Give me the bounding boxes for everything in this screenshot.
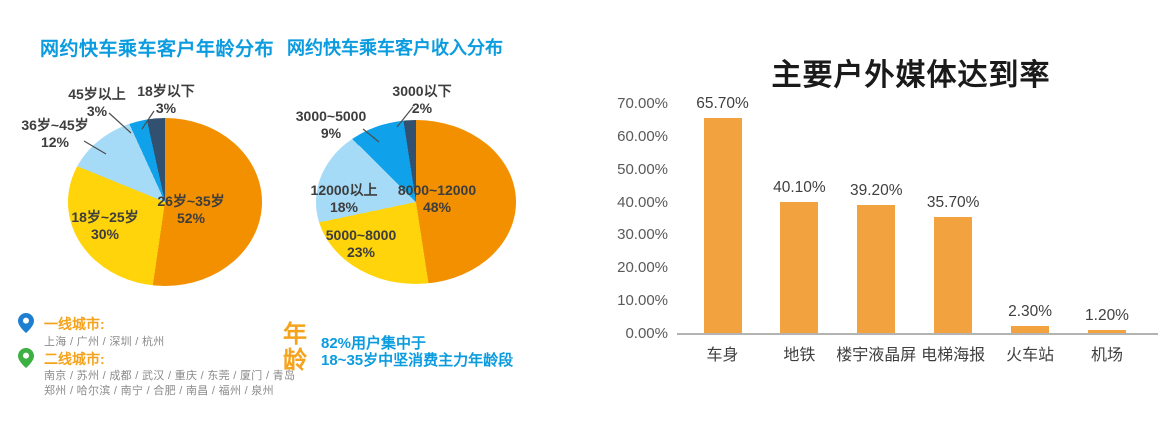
bar-1 [703, 118, 742, 334]
y-axis-tick-label: 60.00% [617, 127, 668, 145]
age-slice-45plus-pct: 3% [86, 103, 108, 119]
note-line2: 18~35岁中坚消费主力年龄段 [321, 352, 514, 369]
age-slice-under18-pct: 3% [155, 100, 177, 116]
age-slice-18-25-pct: 30% [90, 226, 120, 242]
age-slice-26-35-text: 26岁~35岁 [157, 193, 225, 209]
tier2-cities-label: 二线城市: [44, 351, 105, 367]
age-slice-18-25-text: 18岁~25岁 [71, 209, 139, 225]
bar-value-label: 35.70% [926, 193, 980, 211]
age-pie-title: 网约快车乘车客户年龄分布 [40, 39, 275, 60]
bar-category-label: 车身 [706, 347, 739, 364]
leader-line-age-45plus [108, 112, 132, 134]
age-pie [68, 117, 262, 287]
age-slice-36-45-text: 36岁~45岁 [21, 117, 89, 133]
tier2-cities-list-line1: 南京 / 苏州 / 成都 / 武汉 / 重庆 / 东莞 / 厦门 / 青岛 [44, 370, 296, 382]
age-slice-label-36-45: 36岁~45岁 12% [21, 117, 88, 151]
income-slice-12000plus-pct: 18% [329, 199, 359, 215]
income-slice-label-under3000: 3000以下 2% [392, 83, 451, 117]
bar-value-label: 39.20% [850, 182, 903, 200]
bar-category-label: 火车站 [1006, 347, 1055, 364]
age-slice-label-26-35: 26岁~35岁 52% [157, 193, 224, 227]
income-pie [316, 120, 516, 284]
y-axis-tick-label: 20.00% [617, 259, 668, 277]
y-axis-tick-label: 0.00% [625, 325, 668, 342]
income-pie-title: 网约快车乘车客户收入分布 [287, 38, 503, 58]
income-slice-5000-8000-text: 5000~8000 [325, 227, 397, 243]
leader-line-age-under18 [141, 110, 155, 130]
bar-value-label: 1.20% [1085, 307, 1129, 325]
age-slice-26-35-pct: 52% [176, 210, 206, 226]
note-keyword: 年龄 [283, 321, 307, 374]
leader-line-income-3000-5000 [362, 128, 380, 143]
income-slice-label-8000-12000: 8000~12000 48% [398, 182, 476, 216]
income-slice-label-12000plus: 12000以上 18% [311, 182, 378, 216]
tier2-pin-icon [18, 348, 34, 368]
bar-value-label: 65.70% [696, 95, 749, 113]
income-slice-3000-5000-text: 3000~5000 [295, 108, 367, 124]
age-slice-label-45plus: 45岁以上 3% [68, 86, 126, 120]
tier2-cities-list-line2: 郑州 / 哈尔滨 / 南宁 / 合肥 / 南昌 / 福州 / 泉州 [44, 385, 274, 397]
age-slice-label-under18: 18岁以下 3% [137, 83, 195, 117]
age-slice-36-45-pct: 12% [40, 134, 70, 150]
income-slice-8000-12000-text: 8000~12000 [397, 182, 477, 198]
y-axis-tick-label: 40.00% [617, 193, 668, 211]
y-axis-tick-label: 10.00% [617, 292, 668, 310]
bar-category-label: 机场 [1090, 347, 1123, 364]
bar-category-label: 地铁 [783, 347, 816, 364]
y-axis-tick-label: 50.00% [617, 160, 668, 178]
bar-value-label: 2.30% [1008, 303, 1053, 321]
bar-chart-x-axis-line [677, 333, 1158, 335]
income-slice-under3000-text: 3000以下 [392, 83, 452, 99]
bar-5 [1011, 326, 1050, 334]
income-slice-5000-8000-pct: 23% [346, 244, 376, 260]
y-axis-tick-label: 70.00% [617, 95, 668, 112]
bar-6 [1088, 330, 1126, 334]
bar-value-label: 40.10% [773, 179, 826, 197]
age-slice-45plus-text: 45岁以上 [68, 86, 126, 102]
bar-category-label: 楼宇液晶屏 [836, 347, 917, 364]
bar-3 [857, 205, 896, 334]
note-line1: 82%用户集中于 [321, 335, 427, 352]
tier1-cities-label: 一线城市: [44, 316, 105, 332]
income-slice-under3000-pct: 2% [411, 100, 433, 116]
income-slice-label-5000-8000: 5000~8000 23% [326, 227, 396, 261]
bar-4 [934, 216, 973, 334]
income-slice-12000plus-text: 12000以上 [310, 182, 378, 198]
age-slice-under18-text: 18岁以下 [137, 83, 195, 99]
age-slice-label-18-25: 18岁~25岁 30% [71, 209, 138, 243]
income-slice-label-3000-5000: 3000~5000 9% [296, 108, 366, 142]
tier1-pin-icon [18, 313, 34, 333]
tier1-cities-list: 上海 / 广州 / 深圳 / 杭州 [44, 336, 165, 348]
bar-chart-title: 主要户外媒体达到率 [771, 59, 1051, 92]
bar-2 [780, 202, 819, 334]
leader-line-age-36-45 [83, 140, 107, 155]
income-slice-3000-5000-pct: 9% [320, 125, 342, 141]
y-axis-tick-label: 30.00% [617, 226, 668, 244]
income-slice-8000-12000-pct: 48% [422, 199, 452, 215]
leader-line-income-under3000 [396, 106, 414, 128]
bar-category-label: 电梯海报 [921, 347, 986, 364]
